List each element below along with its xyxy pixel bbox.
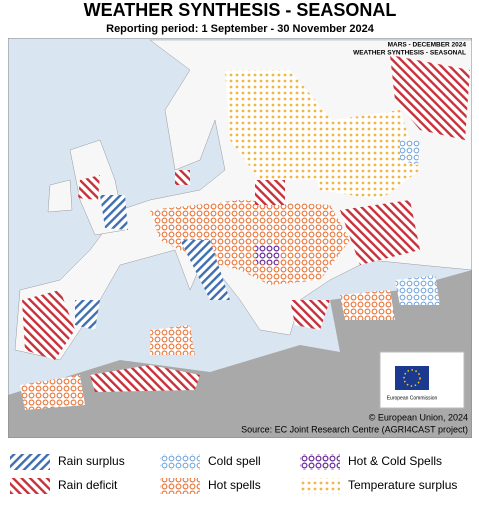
legend-swatch [10, 454, 50, 470]
stamp: MARS - DECEMBER 2024 [388, 42, 467, 49]
legend-label: Hot spells [208, 478, 261, 492]
legend-label: Temperature surplus [348, 478, 457, 492]
logo-text: European Commission [387, 395, 438, 401]
legend-swatch [160, 478, 200, 494]
legend-label: Rain deficit [58, 478, 118, 492]
stamp: WEATHER SYNTHESIS - SEASONAL [353, 50, 466, 57]
credit: © European Union, 2024 [369, 412, 468, 422]
logo: European Commission [379, 351, 465, 409]
legend: Rain surplus Cold spell Hot & Cold Spells R… [10, 454, 457, 494]
legend-label: Cold spell [208, 454, 261, 468]
legend-swatch [300, 454, 340, 470]
legend-swatch [10, 478, 50, 494]
title: WEATHER SYNTHESIS - SEASONAL [84, 0, 397, 20]
legend-label: Hot & Cold Spells [348, 454, 442, 468]
subtitle: Reporting period: 1 September - 30 Novem… [106, 23, 375, 35]
credit: Source: EC Joint Research Centre (AGRI4C… [241, 424, 468, 434]
map [8, 38, 472, 438]
legend-swatch [160, 454, 200, 470]
legend-label: Rain surplus [58, 454, 125, 468]
legend-swatch [300, 478, 340, 494]
